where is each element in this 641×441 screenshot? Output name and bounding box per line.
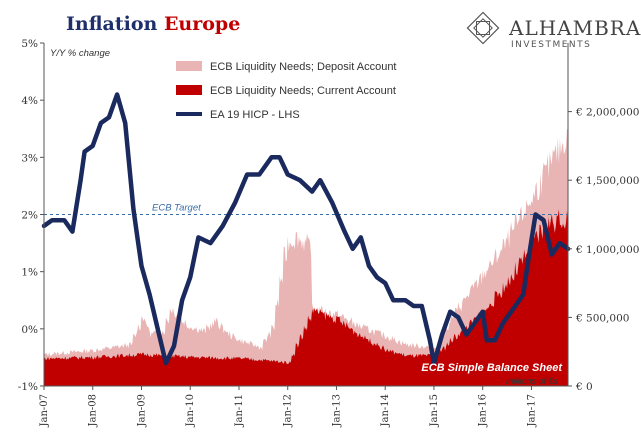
title-part-europe: Europe [164,13,240,35]
legend-current-account-label: ECB Liquidity Needs; Current Account [210,85,396,97]
x-tick-label: Jan-07 [39,394,50,428]
ecb-target-label: ECB Target [152,203,201,214]
left-tick-label: 2% [21,210,38,222]
x-tick-label: Jan-17 [526,394,537,428]
balance-sheet-annotation: ECB Simple Balance Sheet [421,362,563,374]
deposit-account-area [44,128,568,387]
logo-square-inner [476,21,490,35]
left-axis-label: Y/Y % change [50,48,110,59]
left-tick-label: 3% [21,152,38,164]
x-tick-label: Jan-15 [429,394,440,428]
right-tick-label: € 2,000,000 [575,107,639,119]
legend-current-account-swatch [176,85,202,95]
right-tick-label: € 1,000,000 [575,244,639,256]
right-tick-label: € 500,000 [575,312,629,324]
right-tick-label: € 1,500,000 [575,175,639,187]
legend: ECB Liquidity Needs; Deposit Account ECB … [176,61,397,121]
x-tick-label: Jan-09 [136,394,147,428]
left-tick-label: 4% [21,95,38,107]
left-tick-label: 5% [21,38,38,50]
left-tick-label: -1% [18,381,38,393]
chart-title: Inflation Europe [66,13,240,35]
logo-diamond-inner [473,18,493,38]
x-tick-label: Jan-10 [185,394,196,428]
current-account-area [44,209,568,386]
logo-diamond-outer [466,11,500,45]
x-tick-label: Jan-11 [234,394,245,428]
title-part-inflation: Inflation [66,13,164,35]
ecb-target-layer: ECB Target [44,203,568,215]
left-tick-label: 0% [21,324,38,336]
text-layer: Y/Y % change Inflation Europe ECB Simple B… [50,13,563,386]
x-tick-label: Jan-12 [283,394,294,428]
axes-layer: 5% 4% 3% 2% 1% 0% -1% € 2,000,000 € 1,500,000 € 1… [18,38,640,428]
hicp-line-layer [41,92,571,366]
logo-tagline: INVESTMENTS [511,40,591,50]
hicp-line [41,92,571,366]
legend-deposit-account-swatch [176,61,202,71]
balance-sheet-unit: millions of €s [506,376,559,386]
legend-hicp-label: EA 19 HICP - LHS [210,109,300,121]
x-tick-label: Jan-14 [380,394,391,428]
x-tick-label: Jan-08 [88,394,99,428]
logo-wordmark: ALHAMBRA [508,16,641,40]
x-tick-label: Jan-16 [478,394,489,428]
legend-deposit-account-label: ECB Liquidity Needs; Deposit Account [210,61,397,73]
x-tick-label: Jan-13 [331,394,342,428]
area-series-layer [44,128,568,387]
right-tick-label: € 0 [575,381,593,393]
left-tick-label: 1% [21,267,38,279]
